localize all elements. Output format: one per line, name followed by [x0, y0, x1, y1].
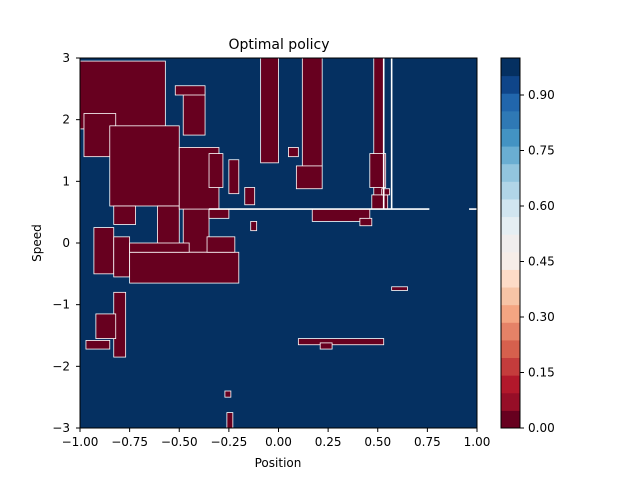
- chart-title: Optimal policy: [228, 37, 329, 53]
- y-axis-label: Speed: [30, 224, 44, 262]
- policy-region: [93, 227, 115, 275]
- policy-region: [381, 188, 391, 196]
- colorbar-segment: [501, 375, 520, 394]
- x-tick-label: 0.50: [364, 435, 391, 449]
- policy-region: [359, 217, 373, 227]
- policy-region: [206, 236, 236, 253]
- policy-region: [208, 153, 224, 188]
- y-tick-label: 1: [62, 174, 70, 188]
- colorbar-segment: [501, 392, 520, 411]
- colorbar-segment: [501, 322, 520, 341]
- x-tick-label: −1.00: [62, 435, 99, 449]
- policy-region: [250, 221, 258, 232]
- x-tick-label: −0.50: [161, 435, 198, 449]
- colorbar-frame: [500, 57, 521, 429]
- policy-region: [288, 147, 299, 158]
- colorbar-segment: [501, 269, 520, 288]
- colorbar-segment: [501, 339, 520, 359]
- x-tick-label: 0.00: [265, 435, 292, 449]
- y-axis-ticks: −3 −2 −1 0 1 2 3: [52, 51, 80, 435]
- x-tick-label: 0.25: [315, 435, 342, 449]
- policy-region: [224, 390, 232, 398]
- colorbar-segment: [501, 75, 520, 94]
- policy-region: [369, 153, 387, 188]
- policy-region: [319, 342, 333, 350]
- colorbar-tick-label: 0.45: [528, 255, 555, 269]
- x-axis-ticks: −1.00 −0.75 −0.50 −0.25 0.00 0.25 0.50 0.75 1.00: [62, 428, 491, 449]
- colorbar-segment: [501, 128, 520, 147]
- x-tick-label: −0.25: [210, 435, 247, 449]
- colorbar-segment: [501, 357, 520, 376]
- y-tick-label: −3: [52, 421, 70, 435]
- policy-region: [85, 340, 111, 350]
- colorbar-tick-label: 0.00: [528, 421, 555, 435]
- x-tick-label: 1.00: [464, 435, 491, 449]
- x-tick-label: −0.75: [111, 435, 148, 449]
- colorbar-segment: [501, 287, 520, 306]
- y-tick-label: −2: [52, 359, 70, 373]
- colorbar-segment: [501, 251, 520, 270]
- colorbar-segment: [501, 146, 520, 165]
- colorbar-segment: [501, 216, 520, 235]
- colorbar-segment: [501, 93, 520, 112]
- policy-regions: [79, 57, 408, 429]
- policy-region: [295, 165, 323, 190]
- y-tick-label: −1: [52, 298, 70, 312]
- colorbar-tick-label: 0.90: [528, 88, 555, 102]
- policy-region: [301, 57, 323, 167]
- colorbar-segment: [501, 198, 520, 218]
- policy-region: [226, 412, 234, 429]
- policy-region: [174, 85, 206, 96]
- colorbar-segment: [501, 410, 520, 429]
- policy-region: [113, 205, 136, 225]
- policy-boundary-lines: [209, 58, 477, 210]
- colorbar-segment: [501, 58, 520, 77]
- colorbar-tick-label: 0.30: [528, 310, 555, 324]
- policy-region: [297, 338, 385, 346]
- colorbar-ticks: 0.00 0.15 0.30 0.45 0.60 0.75 0.90: [520, 88, 555, 435]
- policy-region: [244, 187, 256, 206]
- policy-region: [109, 125, 180, 207]
- colorbar-tick-label: 0.15: [528, 366, 555, 380]
- policy-region: [113, 236, 131, 278]
- colorbar-tick-label: 0.60: [528, 199, 555, 213]
- policy-region: [260, 57, 279, 164]
- colorbar-tick-label: 0.75: [528, 144, 555, 158]
- colorbar: [500, 57, 521, 429]
- colorbar-segment: [501, 163, 520, 182]
- x-tick-label: 0.75: [414, 435, 441, 449]
- policy-region: [129, 242, 190, 253]
- policy-region: [228, 159, 240, 195]
- plot-area: [79, 57, 478, 429]
- colorbar-segment: [501, 181, 520, 200]
- colorbar-segment: [501, 110, 520, 129]
- y-tick-label: 3: [62, 51, 70, 65]
- policy-region: [371, 194, 389, 210]
- colorbar-segment: [501, 234, 520, 253]
- policy-region: [208, 208, 230, 219]
- y-tick-label: 2: [62, 113, 70, 127]
- y-tick-label: 0: [62, 236, 70, 250]
- policy-region: [391, 286, 408, 291]
- policy-region: [95, 313, 117, 339]
- policy-region: [129, 251, 240, 284]
- x-axis-label: Position: [255, 456, 302, 470]
- colorbar-segment: [501, 304, 520, 323]
- policy-region: [182, 91, 206, 136]
